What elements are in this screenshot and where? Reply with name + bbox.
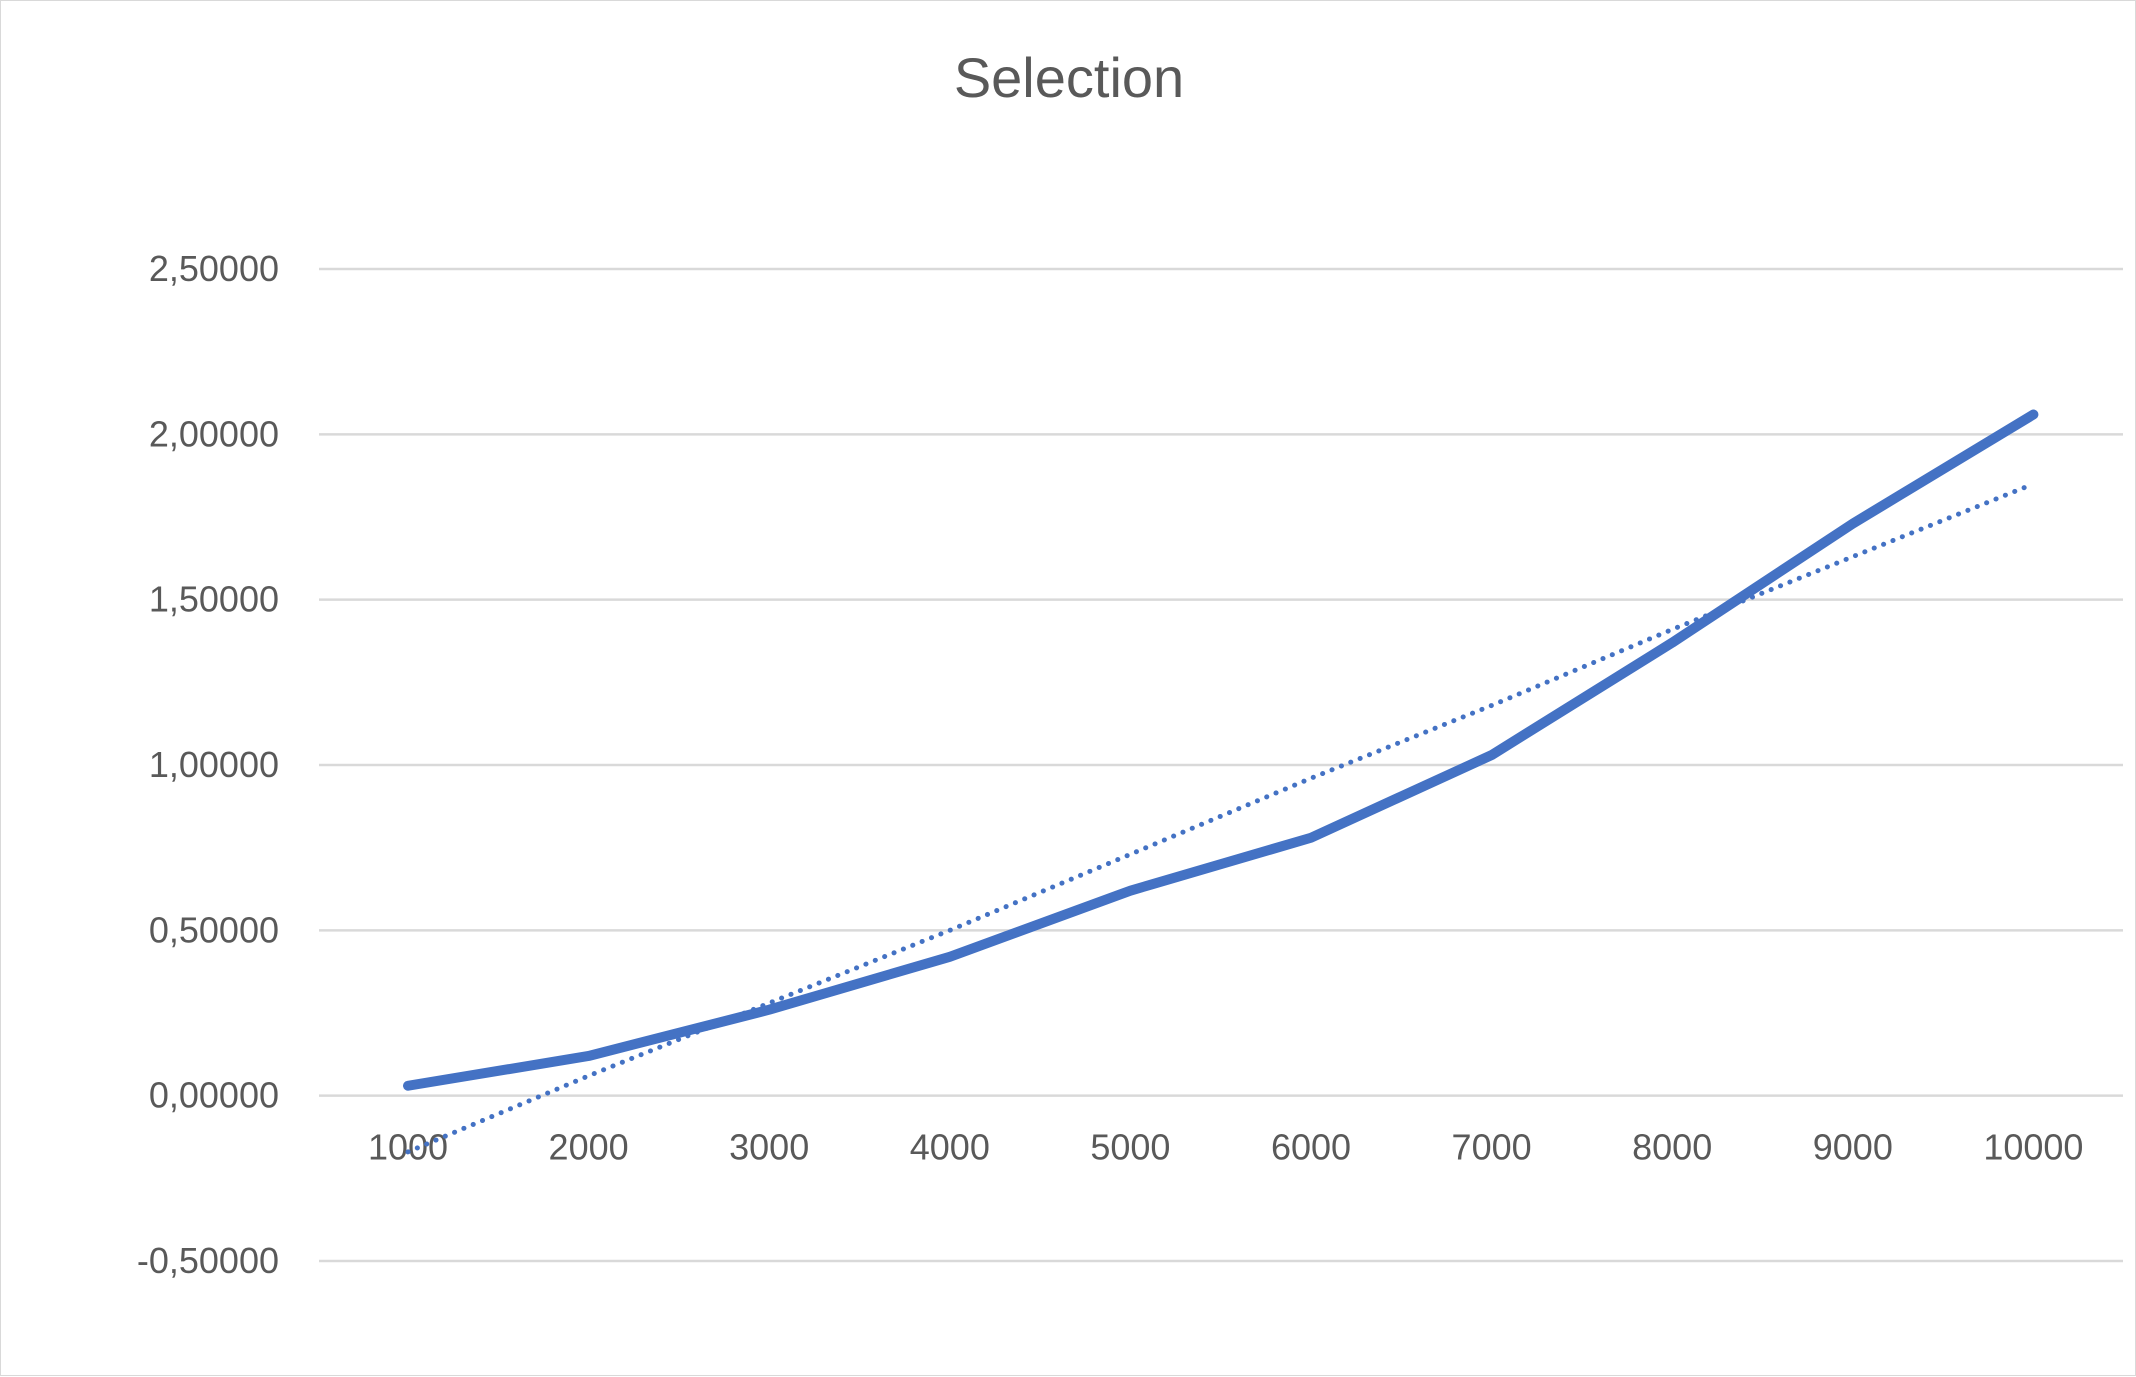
y-tick-label: 2,00000 bbox=[149, 413, 279, 454]
x-tick-label: 5000 bbox=[1090, 1127, 1170, 1168]
x-tick-label: 10000 bbox=[1983, 1127, 2083, 1168]
x-tick-label: 3000 bbox=[729, 1127, 809, 1168]
trendline-group bbox=[408, 484, 2033, 1152]
x-tick-label: 9000 bbox=[1813, 1127, 1893, 1168]
y-tick-label: 1,00000 bbox=[149, 744, 279, 785]
trendline bbox=[408, 484, 2033, 1152]
y-tick-label: 1,50000 bbox=[149, 579, 279, 620]
gridlines bbox=[319, 269, 2123, 1261]
x-tick-label: 6000 bbox=[1271, 1127, 1351, 1168]
series-group bbox=[408, 414, 2034, 1085]
x-tick-label: 4000 bbox=[910, 1127, 990, 1168]
x-tick-label: 8000 bbox=[1632, 1127, 1712, 1168]
y-tick-label: 0,50000 bbox=[149, 909, 279, 950]
y-tick-label: 0,00000 bbox=[149, 1075, 279, 1116]
y-tick-label: -0,50000 bbox=[137, 1240, 279, 1281]
series-line bbox=[408, 414, 2033, 1085]
x-axis-tick-labels: 1000 2000 3000 4000 5000 6000 7000 8000 9000 1000… bbox=[368, 1127, 2084, 1168]
x-tick-label: 2000 bbox=[549, 1127, 629, 1168]
x-tick-label: 1000 bbox=[368, 1127, 448, 1168]
y-axis-tick-labels: -0,50000 0,00000 0,50000 1,00000 1,50000 2,00… bbox=[137, 248, 279, 1281]
y-tick-label: 2,50000 bbox=[149, 248, 279, 289]
chart-title: Selection bbox=[954, 46, 1184, 109]
x-tick-label: 7000 bbox=[1452, 1127, 1532, 1168]
